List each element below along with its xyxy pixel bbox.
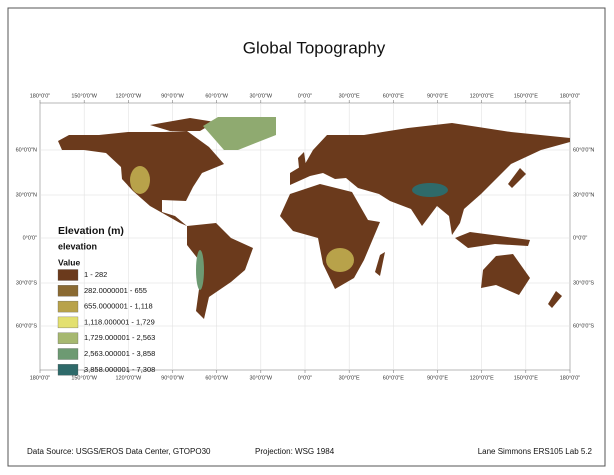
top-label: 120°0'0"W bbox=[115, 93, 141, 99]
arctic-islands bbox=[150, 118, 215, 131]
top-label: 60°0'0"E bbox=[383, 93, 404, 99]
bottom-label: 180°0'0" bbox=[560, 375, 581, 381]
greenland bbox=[203, 117, 276, 150]
legend-field: elevation bbox=[58, 241, 97, 251]
bottom-label: 60°0'0"W bbox=[205, 375, 228, 381]
andes bbox=[196, 250, 204, 290]
japan bbox=[508, 168, 526, 188]
bottom-label: 150°0'0"E bbox=[514, 375, 538, 381]
legend-label: 2,563.000001 - 3,858 bbox=[84, 349, 155, 358]
left-label: 30°0'0"S bbox=[16, 280, 37, 286]
indonesia bbox=[455, 232, 530, 248]
australia bbox=[481, 254, 530, 295]
top-label: 30°0'0"W bbox=[250, 93, 273, 99]
bottom-label: 180°0'0" bbox=[30, 375, 51, 381]
top-label: 120°0'0"E bbox=[470, 93, 494, 99]
right-label: 60°0'0"N bbox=[573, 147, 594, 153]
footer-source: Data Source: USGS/EROS Data Center, GTOP… bbox=[27, 447, 211, 456]
right-label: 30°0'0"S bbox=[573, 280, 594, 286]
bottom-label: 60°0'0"E bbox=[383, 375, 404, 381]
top-label: 30°0'0"E bbox=[339, 93, 360, 99]
top-label: 150°0'0"W bbox=[71, 93, 97, 99]
top-label: 90°0'0"W bbox=[161, 93, 184, 99]
africa bbox=[280, 184, 380, 289]
left-label: 0°0'0" bbox=[23, 235, 37, 241]
right-label: 30°0'0"N bbox=[573, 192, 594, 198]
footer-author: Lane Simmons ERS105 Lab 5.2 bbox=[478, 447, 593, 456]
top-label: 60°0'0"W bbox=[205, 93, 228, 99]
left-label: 60°0'0"S bbox=[16, 323, 37, 329]
top-label: 0°0'0" bbox=[298, 93, 312, 99]
bottom-label: 30°0'0"W bbox=[250, 375, 273, 381]
southern-africa-plateau bbox=[326, 248, 354, 272]
legend-items: 1 - 282 282.0000001 - 655 655.0000001 - 1,… bbox=[57, 269, 155, 376]
map-title: Global Topography bbox=[243, 38, 386, 57]
legend-subtitle: Value bbox=[58, 257, 80, 267]
landmasses bbox=[58, 117, 570, 319]
top-label: 180°0'0" bbox=[30, 93, 51, 99]
legend-swatch bbox=[57, 300, 79, 313]
left-label: 30°0'0"N bbox=[16, 192, 37, 198]
bottom-label: 120°0'0"E bbox=[470, 375, 494, 381]
eurasia bbox=[290, 123, 570, 235]
south-america bbox=[187, 223, 253, 319]
right-label: 60°0'0"S bbox=[573, 323, 594, 329]
legend-swatch bbox=[57, 348, 79, 360]
legend-label: 1,118.000001 - 1,729 bbox=[84, 317, 155, 326]
rockies bbox=[130, 166, 150, 194]
tibet-plateau bbox=[412, 183, 448, 197]
top-label: 90°0'0"E bbox=[427, 93, 448, 99]
bottom-label: 120°0'0"W bbox=[115, 375, 141, 381]
uk bbox=[298, 152, 306, 168]
top-label: 150°0'0"E bbox=[514, 93, 538, 99]
top-label: 180°0'0" bbox=[560, 93, 581, 99]
madagascar bbox=[375, 252, 385, 276]
legend-label: 3,858.000001 - 7,308 bbox=[84, 365, 155, 374]
legend-swatch bbox=[57, 364, 79, 376]
legend: Elevation (m) elevation Value 1 - 282 282… bbox=[57, 225, 155, 376]
legend-swatch bbox=[57, 269, 79, 281]
legend-label: 1,729.000001 - 2,563 bbox=[84, 333, 155, 342]
legend-title: Elevation (m) bbox=[58, 225, 124, 237]
new-zealand bbox=[548, 291, 562, 308]
bottom-label: 150°0'0"W bbox=[71, 375, 97, 381]
footer-projection: Projection: WSG 1984 bbox=[255, 447, 335, 456]
legend-swatch bbox=[57, 316, 79, 329]
right-label: 0°0'0" bbox=[573, 235, 587, 241]
bottom-label: 90°0'0"E bbox=[427, 375, 448, 381]
bottom-label: 0°0'0" bbox=[298, 375, 312, 381]
legend-swatch bbox=[57, 285, 79, 297]
legend-label: 655.0000001 - 1,118 bbox=[84, 302, 153, 311]
legend-label: 282.0000001 - 655 bbox=[84, 286, 147, 295]
bottom-label: 90°0'0"W bbox=[161, 375, 184, 381]
left-label: 60°0'0"N bbox=[16, 147, 37, 153]
legend-swatch bbox=[57, 332, 79, 344]
legend-label: 1 - 282 bbox=[84, 270, 107, 279]
bottom-label: 30°0'0"E bbox=[339, 375, 360, 381]
